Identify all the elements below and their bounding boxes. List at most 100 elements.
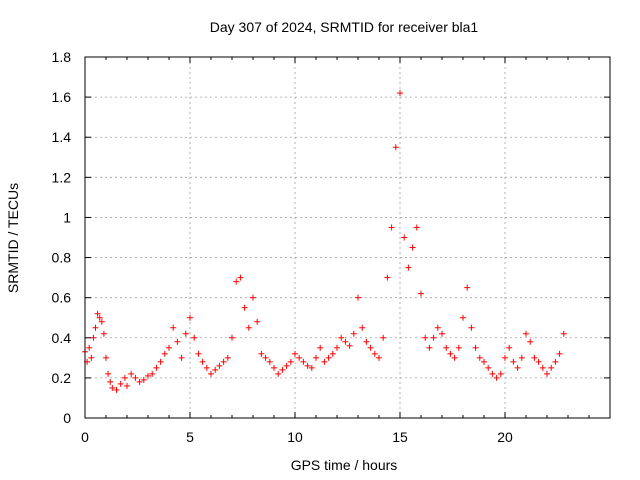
data-point [199, 358, 206, 365]
data-point [121, 374, 128, 381]
data-point [527, 338, 534, 345]
data-point [136, 378, 143, 385]
data-point [535, 358, 542, 365]
data-point [451, 354, 458, 361]
data-point [401, 234, 408, 241]
data-point [271, 364, 277, 371]
data-point [514, 364, 521, 371]
data-point [117, 380, 124, 387]
data-point [342, 338, 349, 345]
data-point [208, 370, 214, 377]
y-tick-label: 0 [63, 410, 71, 426]
x-tick-label: 15 [392, 429, 408, 445]
data-point [329, 350, 336, 357]
data-point [384, 274, 391, 281]
data-point [140, 376, 147, 383]
data-point [195, 350, 202, 357]
data-point [359, 324, 366, 331]
y-tick-label: 1.2 [52, 169, 72, 185]
data-point [544, 370, 550, 377]
data-point [113, 386, 120, 393]
data-point [128, 370, 135, 377]
data-point [434, 324, 441, 331]
data-point [266, 358, 273, 365]
data-point [317, 344, 324, 351]
data-point [241, 304, 248, 311]
data-point [107, 378, 114, 385]
data-point [94, 310, 101, 317]
data-point [182, 330, 189, 337]
data-point [405, 264, 412, 271]
y-tick-label: 1 [63, 209, 71, 225]
data-point [86, 344, 93, 351]
x-axis-label: GPS time / hours [291, 457, 398, 473]
data-point [380, 334, 387, 341]
data-point [376, 354, 382, 361]
grid-lines [84, 56, 610, 419]
x-tick-label: 5 [186, 429, 194, 445]
data-point [170, 324, 177, 331]
data-point [506, 344, 513, 351]
data-point [346, 342, 353, 349]
data-point [178, 354, 185, 361]
x-tick-label: 10 [287, 429, 303, 445]
data-point [220, 358, 227, 365]
data-point [304, 362, 311, 369]
data-point [338, 334, 345, 341]
data-point [191, 334, 198, 341]
data-point [468, 324, 475, 331]
data-point [275, 370, 282, 377]
axes [84, 56, 611, 419]
data-point [472, 344, 479, 351]
data-point [560, 330, 567, 337]
y-tick-label: 1.4 [52, 129, 72, 145]
data-point [443, 344, 450, 351]
y-tick-label: 0.6 [52, 290, 72, 306]
data-point [556, 350, 563, 357]
data-point [413, 224, 420, 231]
data-point [363, 338, 370, 345]
data-point [157, 358, 164, 365]
data-point [296, 354, 303, 361]
data-point [103, 354, 109, 361]
y-tick-label: 1.6 [52, 89, 72, 105]
data-point [287, 358, 294, 365]
data-point [100, 330, 107, 337]
data-point [493, 374, 500, 381]
data-point [245, 324, 252, 331]
data-point [313, 354, 319, 361]
data-point [258, 350, 265, 357]
data-point [187, 314, 193, 321]
data-point [105, 370, 112, 377]
data-point [229, 334, 235, 341]
data-point [388, 224, 395, 231]
y-tick-label: 0.2 [52, 370, 72, 386]
data-point [250, 294, 256, 301]
data-point [92, 324, 99, 331]
data-point [325, 354, 332, 361]
data-point [233, 278, 240, 285]
data-point [224, 354, 231, 361]
data-point [149, 370, 156, 377]
data-point [334, 344, 340, 351]
data-point [439, 330, 445, 337]
data-point [367, 344, 374, 351]
x-tick-label: 20 [497, 429, 513, 445]
data-point [422, 334, 429, 341]
data-point [392, 144, 399, 151]
data-point [254, 318, 261, 325]
data-point [409, 244, 416, 251]
data-point [212, 366, 219, 373]
data-point [481, 358, 487, 365]
data-point [283, 362, 290, 369]
data-point [308, 364, 315, 371]
data-point [300, 358, 307, 365]
data-point [502, 354, 508, 361]
data-point [476, 354, 483, 361]
data-point [430, 334, 437, 341]
data-point [132, 374, 139, 381]
data-point [279, 366, 286, 373]
data-point [321, 358, 328, 365]
y-tick-label: 0.4 [52, 330, 72, 346]
data-point [485, 364, 492, 371]
